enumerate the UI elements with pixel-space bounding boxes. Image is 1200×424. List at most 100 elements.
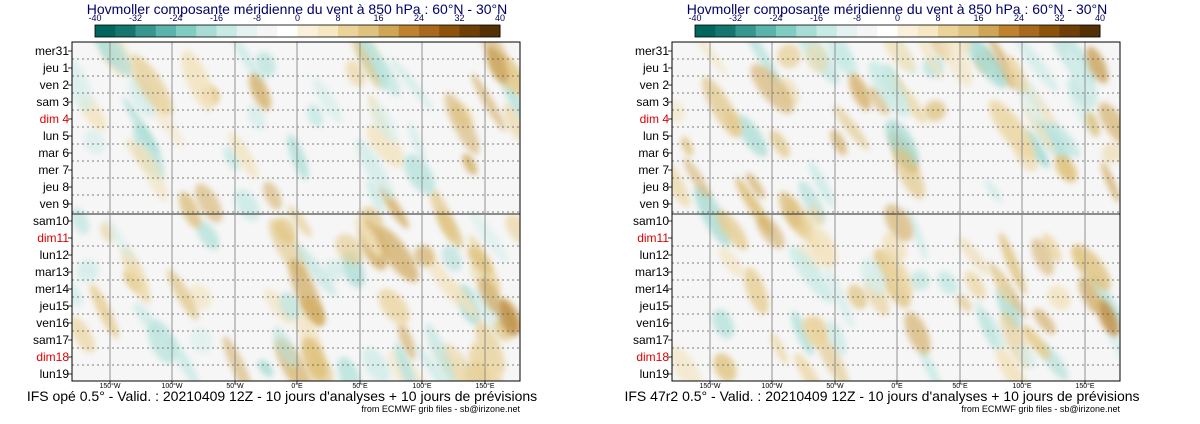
day-label: lun 5 [643, 129, 669, 143]
lon-label: 100°E [1012, 382, 1031, 390]
field-anomaly [1071, 244, 1111, 291]
colorbar-swatch [398, 25, 420, 37]
field-anomaly [223, 146, 241, 172]
field-anomaly [471, 73, 506, 132]
field-anomaly [278, 292, 301, 321]
colorbar-swatch [378, 25, 400, 37]
field-anomaly [72, 317, 95, 354]
field-anomaly [467, 246, 493, 275]
field-anomaly-strong [178, 191, 202, 229]
field-anomaly [429, 188, 457, 241]
field-anomaly [448, 279, 479, 319]
day-label: mer31 [635, 44, 669, 58]
field-anomaly [745, 172, 766, 199]
colorbar-swatch [459, 25, 481, 37]
field-anomaly [307, 104, 324, 128]
field-anomaly [756, 215, 785, 249]
lon-label: 50°W [226, 382, 244, 390]
colorbar-swatch [216, 25, 238, 37]
field-anomaly [167, 269, 199, 320]
day-label: mer 7 [638, 163, 669, 177]
colorbar-swatch [755, 25, 777, 37]
colorbar-tick-label: 0 [895, 13, 900, 23]
colorbar-tick-label: -24 [769, 13, 782, 23]
field-anomaly [1054, 155, 1078, 183]
day-label: sam17 [33, 333, 69, 347]
field-anomaly [403, 154, 436, 195]
field-anomaly [962, 42, 1007, 89]
colorbar-tick-label: -32 [129, 13, 142, 23]
field-anomaly [860, 257, 886, 295]
day-label: jeu 1 [642, 61, 669, 75]
day-label: ven 2 [640, 78, 670, 92]
field-anomaly [883, 42, 916, 72]
field-anomaly [824, 266, 855, 329]
field-anomaly [672, 346, 702, 381]
colorbar-swatch [816, 25, 838, 37]
field-anomaly [505, 214, 520, 246]
colorbar-swatch [877, 25, 898, 37]
field-anomaly [1100, 161, 1120, 203]
colorbar-swatch [1019, 25, 1040, 37]
colorbar-swatch [155, 25, 177, 37]
field-anomaly [893, 146, 925, 199]
field-anomaly-strong [1078, 276, 1102, 314]
field-anomaly [128, 76, 157, 118]
field-anomaly [323, 259, 345, 282]
field-anomaly [975, 301, 998, 350]
field-anomaly [830, 129, 847, 156]
plot-frame [71, 41, 521, 382]
field-anomaly [1085, 111, 1100, 137]
field-anomaly [884, 204, 914, 242]
colorbar-tick-label: -8 [853, 13, 861, 23]
colorbar-swatch [358, 25, 379, 37]
hovmoller-panel-ope: Hovmoller composante méridienne du vent … [27, 1, 537, 414]
field-anomaly [791, 311, 814, 356]
day-label: jeu 1 [42, 61, 69, 75]
colorbar-swatch [735, 25, 757, 37]
day-label: mer 7 [38, 163, 69, 177]
colorbar-swatch [236, 25, 258, 37]
field-anomaly [688, 42, 727, 76]
colorbar-swatch [958, 25, 979, 37]
field-anomaly [196, 220, 220, 250]
field-anomaly [769, 130, 790, 159]
field-anomaly [809, 227, 837, 269]
colorbar-swatch [857, 25, 878, 37]
day-label: mer14 [35, 282, 69, 296]
field-anomaly [234, 189, 260, 222]
field-anomaly [442, 343, 481, 381]
field-anomaly [475, 321, 506, 375]
field-anomaly [121, 246, 151, 304]
colorbar-swatch [196, 25, 217, 37]
lon-label: 150°W [699, 382, 720, 390]
field-anomaly [713, 353, 737, 381]
field-anomaly [919, 348, 941, 381]
field-anomaly [909, 270, 931, 291]
field-anomaly-strong [848, 73, 872, 111]
field-anomaly [1101, 142, 1120, 164]
field-anomaly [1098, 102, 1120, 145]
day-label: mar13 [35, 265, 69, 279]
colorbar-swatch [695, 25, 716, 37]
day-label: jeu 8 [42, 180, 69, 194]
field-anomaly [996, 347, 1032, 381]
lon-label: 50°W [826, 382, 844, 390]
day-label: mer31 [35, 44, 69, 58]
field-anomaly [362, 347, 391, 381]
day-label: ven16 [636, 316, 669, 330]
day-label: dim18 [636, 350, 669, 364]
field-anomaly [136, 143, 169, 202]
field-anomaly [956, 42, 972, 53]
colorbar-swatch [277, 25, 298, 37]
colorbar-swatch [419, 25, 440, 37]
colorbar-tick-label: 24 [1014, 13, 1024, 23]
field-anomaly [394, 342, 417, 381]
field-anomaly [397, 322, 416, 360]
lon-label: 100°W [761, 382, 782, 390]
field-anomaly [228, 132, 259, 179]
colorbar-swatch [998, 25, 1020, 37]
day-label: sam10 [633, 214, 669, 228]
field-anomaly [462, 153, 478, 175]
lon-label: 100°E [412, 382, 431, 390]
